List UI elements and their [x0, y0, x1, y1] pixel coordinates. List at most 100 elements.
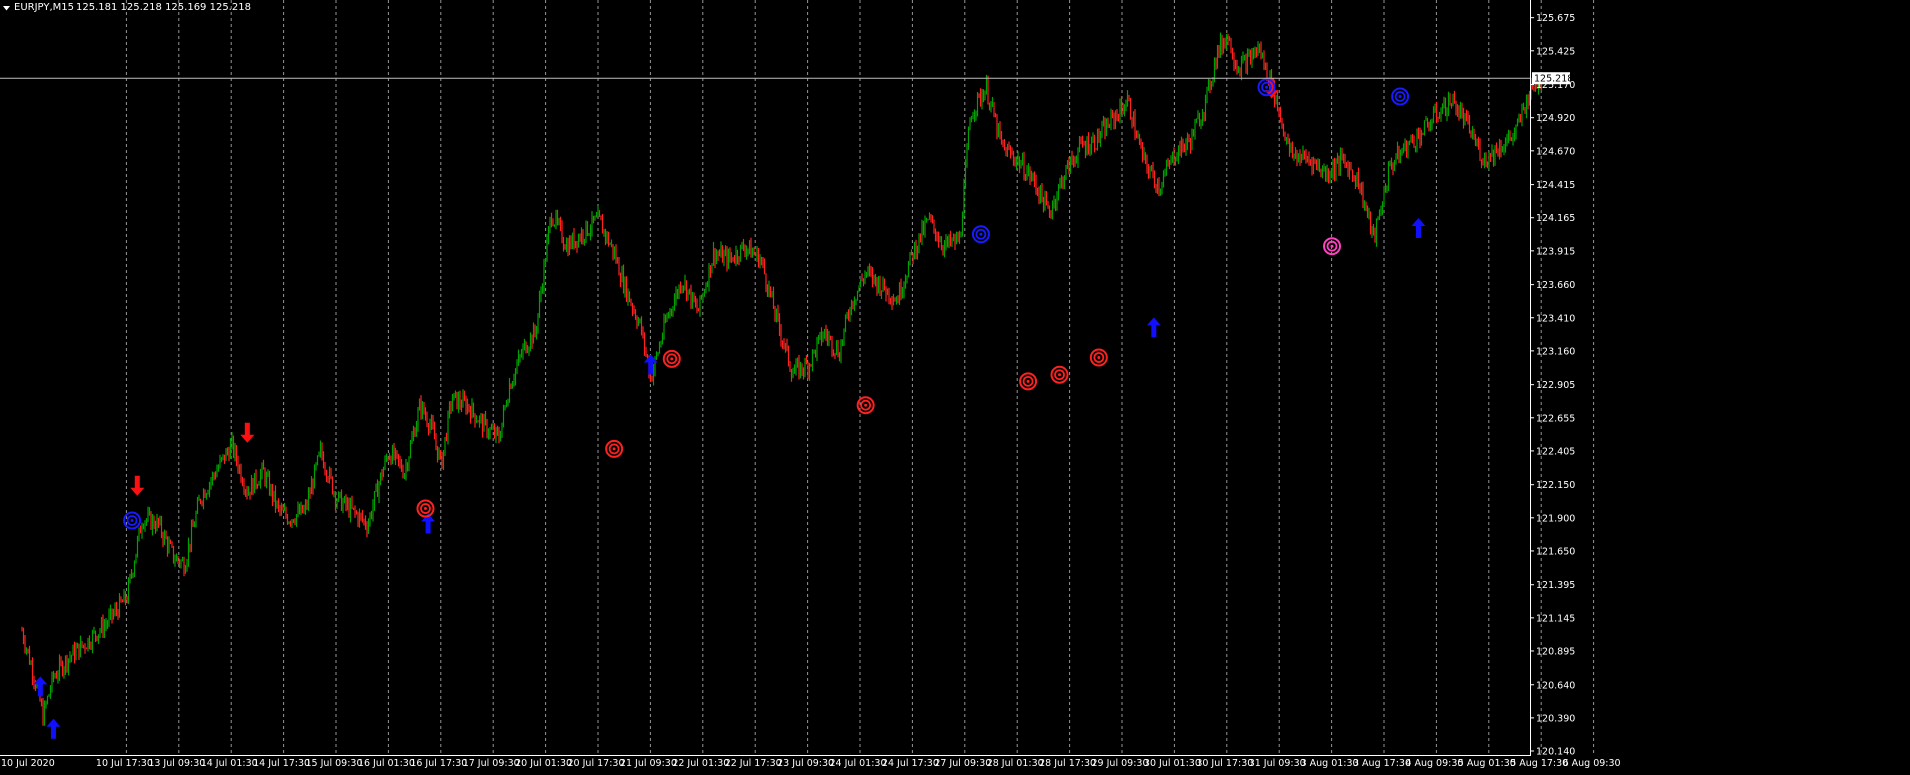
y-tick-label: 121.395 [1536, 580, 1575, 591]
target-icon [605, 439, 624, 458]
target-icon-dot [1058, 373, 1062, 377]
target-icon [123, 511, 142, 530]
target-icon [1257, 78, 1276, 97]
y-tick-label: 122.905 [1536, 380, 1575, 391]
target-icon [1323, 237, 1341, 256]
x-tick-label: 22 Jul 17:30 [725, 758, 782, 769]
x-tick-label: 24 Jul 01:30 [830, 758, 887, 769]
y-tick-label: 120.640 [1536, 680, 1575, 691]
target-icon-dot [423, 507, 427, 511]
target-icon [856, 396, 875, 415]
y-tick-label: 120.895 [1536, 646, 1575, 657]
x-tick-label: 28 Jul 01:30 [987, 758, 1044, 769]
x-tick-label: 5 Aug 01:30 [1458, 758, 1516, 769]
x-tick-label: 24 Jul 17:30 [882, 758, 939, 769]
y-tick-label: 124.670 [1536, 146, 1575, 157]
y-tick-label: 124.920 [1536, 113, 1575, 124]
target-icon-dot [670, 357, 674, 361]
target-icon-dot [1026, 379, 1030, 383]
buy-arrow-icon [643, 354, 658, 375]
target-icon-inner [1261, 81, 1272, 93]
target-icon-inner [1326, 240, 1338, 252]
y-tick-label: 121.650 [1536, 546, 1575, 557]
target-icon-dot [864, 403, 868, 407]
buy-arrow-icon [46, 718, 61, 739]
x-tick-label: 20 Jul 01:30 [515, 758, 572, 769]
x-tick-label: 20 Jul 17:30 [568, 758, 625, 769]
x-tick-label: 28 Jul 17:30 [1039, 758, 1096, 769]
x-tick-label: 14 Jul 01:30 [201, 758, 258, 769]
ohlc-caption: 125.181 125.218 125.169 125.218 [76, 2, 251, 13]
y-tick-label: 123.660 [1536, 280, 1575, 291]
x-tick-label: 31 Jul 09:30 [1249, 758, 1306, 769]
y-tick-label: 121.145 [1536, 613, 1575, 624]
target-icon [1050, 365, 1069, 384]
target-icon-dot [1330, 244, 1334, 248]
target-icon-dot [979, 232, 983, 236]
x-tick-label: 27 Jul 09:30 [934, 758, 991, 769]
y-tick-label: 123.160 [1536, 346, 1575, 357]
x-tick-label: 4 Aug 09:30 [1405, 758, 1463, 769]
chart-header: EURJPY,M15 125.181 125.218 125.169 125.2… [3, 2, 251, 13]
sell-arrow-icon [130, 475, 145, 496]
x-tick-label: 5 Aug 17:30 [1510, 758, 1568, 769]
target-icon [1089, 348, 1108, 367]
x-tick-label: 23 Jul 09:30 [777, 758, 834, 769]
x-tick-label: 30 Jul 01:30 [1144, 758, 1201, 769]
target-icon-dot [130, 518, 134, 522]
y-tick-label: 121.900 [1536, 513, 1575, 524]
target-icon [662, 349, 681, 368]
x-tick-label: 3 Aug 01:30 [1301, 758, 1359, 769]
buy-arrow-icon [33, 676, 48, 697]
current-price-label: 125.218 [1534, 74, 1573, 85]
target-icon-inner [126, 515, 138, 526]
y-tick-label: 120.140 [1536, 747, 1575, 758]
target-icon-dot [1097, 356, 1101, 360]
target-icon-dot [1265, 85, 1268, 89]
target-icon [416, 499, 435, 518]
target-icon-inner [860, 399, 872, 411]
candlestick-series [21, 32, 1543, 726]
target-icon-inner [1054, 369, 1065, 381]
y-tick-label: 125.170 [1536, 80, 1575, 91]
signal-markers [33, 78, 1426, 739]
target-icon-inner [1093, 352, 1105, 363]
sell-arrow-icon [240, 422, 255, 443]
x-tick-label: 10 Jul 17:30 [96, 758, 153, 769]
buy-arrow-icon [421, 513, 436, 534]
x-tick-label: 16 Jul 01:30 [358, 758, 415, 769]
y-tick-label: 124.415 [1536, 180, 1575, 191]
buy-arrow-icon [1146, 317, 1161, 338]
current-price-tag [1532, 72, 1570, 85]
target-icon-inner [608, 443, 620, 455]
x-tick-label: 14 Jul 17:30 [253, 758, 310, 769]
x-tick-label: 13 Jul 09:30 [148, 758, 205, 769]
x-tick-label: 15 Jul 09:30 [306, 758, 363, 769]
x-tick-label: 17 Jul 09:30 [463, 758, 520, 769]
y-tick-label: 123.915 [1536, 246, 1575, 257]
y-tick-label: 124.165 [1536, 213, 1575, 224]
x-tick-label: 29 Jul 09:30 [1092, 758, 1149, 769]
x-tick-label: 10 Jul 2020 [1, 758, 55, 769]
target-icon-inner [666, 353, 678, 365]
target-icon [1391, 87, 1410, 106]
x-tick-label: 21 Jul 09:30 [620, 758, 677, 769]
symbol-caption: EURJPY,M15 [14, 2, 74, 13]
target-icon [1019, 372, 1038, 391]
x-tick-label: 3 Aug 17:30 [1353, 758, 1411, 769]
x-tick-label: 22 Jul 01:30 [672, 758, 729, 769]
y-tick-label: 125.675 [1536, 13, 1575, 24]
x-tick-label: 30 Jul 17:30 [1196, 758, 1253, 769]
target-icon-inner [1394, 91, 1406, 102]
target-icon [971, 225, 990, 244]
target-icon-inner [420, 503, 431, 514]
y-tick-label: 123.410 [1536, 313, 1575, 324]
dropdown-triangle-icon[interactable] [3, 6, 10, 11]
x-tick-label: 16 Jul 17:30 [410, 758, 467, 769]
target-icon-dot [1398, 94, 1402, 98]
target-icon-dot [612, 447, 616, 451]
